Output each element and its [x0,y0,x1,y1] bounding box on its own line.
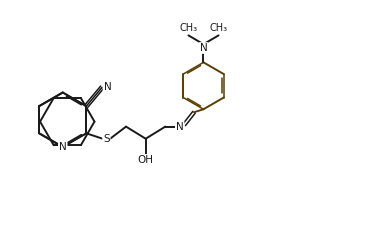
Text: S: S [103,134,110,144]
Text: N: N [200,43,207,53]
Text: CH₃: CH₃ [179,23,197,33]
Text: CH₃: CH₃ [209,23,228,33]
Text: N: N [176,122,184,132]
Text: N: N [59,142,67,152]
Text: OH: OH [138,155,154,165]
Text: N: N [103,82,111,92]
